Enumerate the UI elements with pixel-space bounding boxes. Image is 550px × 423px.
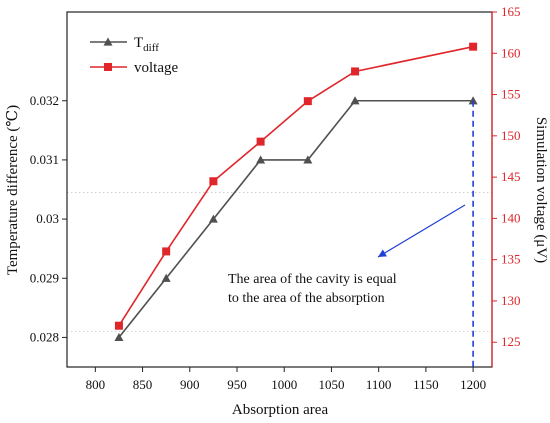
voltage-point — [351, 67, 360, 76]
left-y-axis-label: Temperature difference (℃) — [5, 105, 21, 275]
left-y-axis: 0.028 0.029 0.03 0.031 0.032 — [30, 93, 67, 344]
series-layer — [114, 42, 478, 342]
x-axis-label: Absorption area — [232, 402, 329, 418]
annotation-arrow-head — [378, 249, 387, 257]
voltage-point — [256, 137, 265, 146]
tdiff-point — [350, 96, 360, 105]
legend-marker-voltage — [104, 63, 112, 71]
legend-label-tdiff: Tdiff — [134, 35, 159, 54]
x-tick-label: 1100 — [366, 377, 392, 392]
right-y-tick-label: 155 — [501, 87, 521, 102]
tdiff-point — [114, 332, 124, 342]
right-y-axis-label: Simulation voltage (μV) — [533, 117, 549, 263]
x-tick-label: 850 — [133, 377, 153, 392]
voltage-point — [303, 97, 312, 106]
tdiff-point — [256, 155, 266, 164]
left-y-tick-label: 0.031 — [30, 152, 59, 167]
tdiff-point — [208, 214, 218, 223]
x-tick-label: 800 — [86, 377, 106, 392]
tdiff-point — [468, 96, 478, 105]
left-y-tick-label: 0.03 — [36, 211, 59, 226]
voltage-point — [162, 247, 171, 256]
left-y-tick-label: 0.028 — [30, 329, 59, 344]
x-tick-label: 1150 — [413, 377, 439, 392]
legend-subscript: diff — [143, 42, 159, 54]
annotation-text-line: to the area of the absorption — [228, 291, 385, 306]
left-y-tick-label: 0.029 — [30, 270, 59, 285]
legend: Tdiff voltage — [90, 35, 178, 76]
x-axis: 800 850 900 950 1000 1050 1100 1150 1200 — [86, 367, 486, 392]
x-tick-label: 950 — [227, 377, 247, 392]
right-y-axis: 125 130 135 140 145 150 155 160 165 — [491, 4, 521, 367]
tdiff-point — [161, 273, 171, 282]
right-y-tick-label: 125 — [501, 334, 521, 349]
right-y-tick-label: 160 — [501, 45, 521, 60]
right-y-tick-label: 150 — [501, 128, 521, 143]
voltage-point — [469, 42, 478, 51]
grid-lines — [67, 192, 492, 332]
annotation-text-line: The area of the cavity is equal — [228, 272, 397, 287]
voltage-point — [114, 321, 123, 330]
left-y-tick-label: 0.032 — [30, 93, 59, 108]
voltage-point — [209, 177, 218, 186]
right-y-tick-label: 165 — [501, 4, 521, 19]
annotation-layer: The area of the cavity is equal to the ar… — [228, 100, 474, 367]
right-y-tick-label: 145 — [501, 169, 521, 184]
annotation-arrow-line — [377, 204, 466, 258]
right-y-tick-label: 140 — [501, 210, 521, 225]
legend-marker-tdiff — [103, 37, 113, 46]
tdiff-point — [303, 155, 313, 164]
right-y-tick-label: 130 — [501, 293, 521, 308]
legend-label-voltage: voltage — [134, 60, 178, 76]
x-tick-label: 900 — [180, 377, 200, 392]
x-tick-label: 1000 — [271, 377, 297, 392]
plot-frame — [66, 11, 493, 368]
x-tick-label: 1200 — [460, 377, 486, 392]
x-tick-label: 1050 — [318, 377, 344, 392]
right-y-tick-label: 135 — [501, 252, 521, 267]
